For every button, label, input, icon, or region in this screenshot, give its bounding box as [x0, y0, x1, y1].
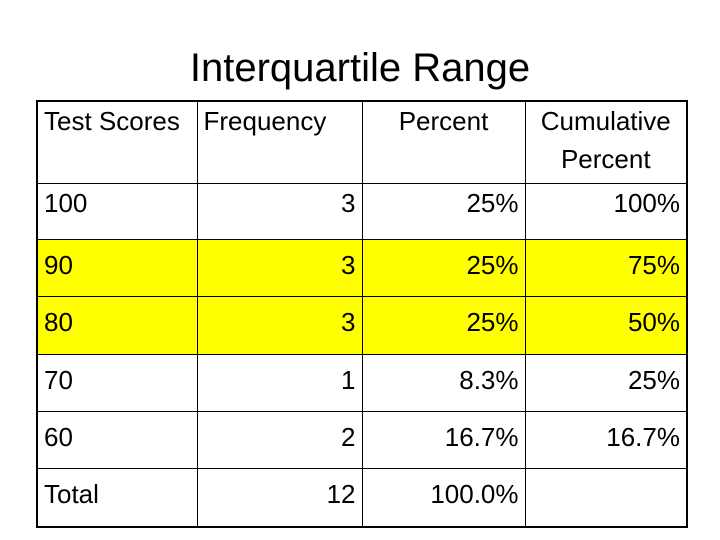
header-cumulative-percent: Cumulative Percent [525, 100, 688, 184]
header-cumulative-line2: Percent [560, 144, 651, 174]
percent-cell: 8.3% [362, 354, 526, 412]
total-frequency: 12 [197, 468, 363, 528]
header-test-scores: Test Scores [36, 100, 198, 184]
frequency-cell: 3 [197, 239, 363, 297]
cumulative-cell: 50% [525, 296, 688, 355]
frequency-cell: 1 [197, 354, 363, 412]
percent-cell: 25% [362, 183, 526, 240]
slide-title: Interquartile Range [189, 46, 531, 90]
percent-cell: 16.7% [362, 411, 526, 469]
frequency-table: Test Scores Frequency Percent Cumulative… [36, 100, 688, 528]
score-cell: 90 [36, 239, 198, 297]
cumulative-cell: 100% [525, 183, 688, 240]
table-row: 100 3 25% 100% [36, 183, 688, 240]
percent-cell: 25% [362, 239, 526, 297]
total-percent: 100.0% [362, 468, 526, 528]
frequency-cell: 2 [197, 411, 363, 469]
table-row: 70 1 8.3% 25% [36, 354, 688, 412]
score-cell: 60 [36, 411, 198, 469]
frequency-cell: 3 [197, 296, 363, 355]
header-row: Test Scores Frequency Percent Cumulative… [36, 100, 688, 184]
total-label: Total [36, 468, 198, 528]
table-row: 60 2 16.7% 16.7% [36, 411, 688, 469]
header-percent: Percent [362, 100, 526, 184]
table-row: 80 3 25% 50% [36, 296, 688, 355]
score-cell: 80 [36, 296, 198, 355]
cumulative-cell: 25% [525, 354, 688, 412]
frequency-cell: 3 [197, 183, 363, 240]
score-cell: 70 [36, 354, 198, 412]
header-frequency: Frequency [197, 100, 363, 184]
score-cell: 100 [36, 183, 198, 240]
total-row: Total 12 100.0% [36, 468, 688, 528]
cumulative-cell: 16.7% [525, 411, 688, 469]
total-cumulative [525, 468, 688, 528]
table-row: 90 3 25% 75% [36, 239, 688, 297]
percent-cell: 25% [362, 296, 526, 355]
cumulative-cell: 75% [525, 239, 688, 297]
header-cumulative-line1: Cumulative [540, 106, 671, 136]
